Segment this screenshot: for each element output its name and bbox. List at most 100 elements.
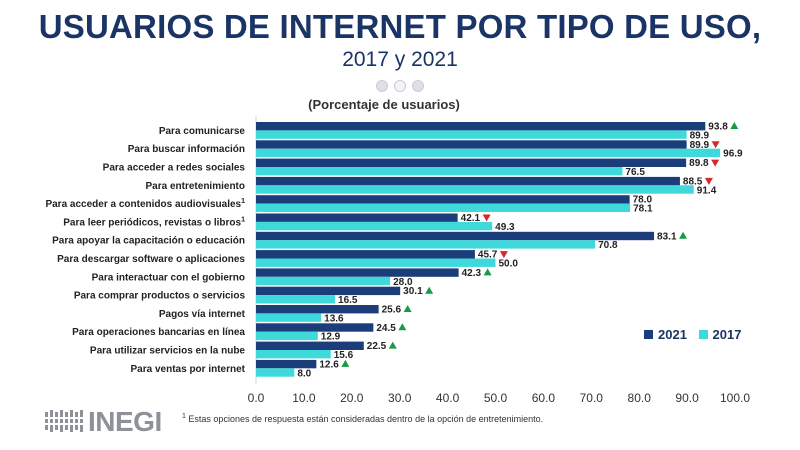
bar-2021 [256, 176, 680, 186]
triangle-up-icon [341, 359, 350, 367]
value-label-2017: 70.8 [598, 240, 618, 251]
bar-2017 [256, 276, 391, 286]
footnote: 1 Estas opciones de respuesta están cons… [182, 413, 543, 424]
triangle-up-icon [403, 305, 412, 312]
value-label-2017: 91.4 [697, 185, 717, 196]
category-label: Para leer periódicos, revistas o libros1 [63, 216, 245, 228]
x-tick-label: 0.0 [248, 391, 265, 405]
bar-2021 [256, 213, 458, 222]
category-label: Para descargar software o aplicaciones [57, 254, 245, 265]
bar-2021 [256, 195, 630, 204]
value-label-2021: 22.5 [367, 341, 387, 352]
bar-2017 [256, 331, 318, 341]
bar-2021 [256, 323, 374, 332]
x-tick-label: 80.0 [628, 391, 652, 405]
legend-item-2021: 2021 [644, 327, 687, 342]
category-label: Para comprar productos o servicios [74, 291, 246, 302]
pager-dots [372, 80, 432, 92]
unit-label: (Porcentaje de usuarios) [308, 97, 460, 112]
triangle-down-icon [704, 177, 713, 185]
value-label-2021: 25.6 [382, 305, 402, 316]
value-label-2021: 83.1 [657, 231, 677, 242]
value-label-2021: 42.3 [462, 268, 482, 279]
footnote-text: Estas opciones de respuesta están consid… [188, 414, 544, 424]
bar-2017 [256, 221, 493, 231]
pager-dot [376, 80, 388, 92]
legend-swatch-2021 [644, 330, 653, 339]
x-tick-label: 20.0 [340, 391, 364, 405]
category-label: Para comunicarse [159, 126, 246, 137]
triangle-down-icon [711, 141, 720, 149]
value-label-2017: 96.9 [723, 149, 743, 160]
value-label-2017: 13.6 [324, 313, 344, 324]
triangle-up-icon [679, 231, 688, 239]
bar-2021 [256, 122, 706, 131]
triangle-down-icon [711, 159, 720, 167]
category-superscript: 1 [241, 198, 245, 205]
bar-2017 [256, 295, 336, 304]
value-label-2017: 50.0 [499, 259, 519, 270]
bar-2021 [256, 231, 655, 241]
value-label-2021: 45.7 [478, 250, 498, 261]
x-tick-label: 10.0 [292, 391, 316, 405]
triangle-up-icon [730, 122, 739, 129]
category-superscript: 1 [241, 216, 245, 223]
inegi-logo: INEGI [44, 406, 174, 437]
chart-title: USUARIOS DE INTERNET POR TIPO DE USO, [38, 8, 762, 45]
pager-dot [412, 80, 424, 92]
bar-2021 [256, 268, 459, 277]
bar-2017 [256, 313, 322, 322]
triangle-up-icon [388, 341, 397, 349]
category-label: Para apoyar la capacitación o educación [52, 236, 245, 247]
category-label: Para entretenimiento [146, 181, 245, 192]
category-label: Pagos vía internet [159, 309, 246, 320]
bar-2017 [256, 240, 596, 249]
bar-2017 [256, 368, 295, 377]
value-label-2021: 24.5 [376, 323, 396, 334]
bar-2021 [256, 359, 317, 369]
value-label-2017: 12.9 [321, 332, 341, 343]
legend: 2021 2017 [644, 327, 749, 342]
footnote-marker: 1 [182, 413, 186, 420]
legend-label-2021: 2021 [658, 327, 687, 342]
value-label-2021: 42.1 [461, 213, 481, 224]
value-label-2021: 30.1 [403, 286, 423, 297]
value-label-2021: 93.8 [708, 122, 728, 133]
bar-2017 [256, 167, 623, 176]
bar-2017 [256, 130, 687, 139]
category-label: Para acceder a redes sociales [103, 163, 246, 174]
bar-2017 [256, 185, 694, 194]
bar-2021 [256, 140, 687, 149]
inegi-logo-icon [44, 410, 84, 432]
x-tick-label: 50.0 [484, 391, 508, 405]
category-label: Para interactuar con el gobierno [92, 272, 245, 283]
inegi-logo-text: INEGI [88, 406, 162, 437]
category-label: Para utilizar servicios en la nube [90, 346, 246, 357]
category-label: Para operaciones bancarias en línea [72, 327, 245, 338]
value-label-2017: 89.9 [690, 130, 710, 141]
category-label: Para buscar información [128, 144, 245, 155]
value-label-2017: 28.0 [393, 277, 413, 288]
x-tick-label: 40.0 [436, 391, 460, 405]
value-label-2017: 16.5 [338, 295, 358, 306]
chart-subtitle: 2017 y 2021 [342, 48, 458, 71]
value-label-2017: 78.1 [633, 204, 653, 215]
category-label: Para acceder a contenidos audiovisuales1 [45, 198, 245, 210]
value-label-2017: 49.3 [495, 222, 515, 233]
category-label: Para ventas por internet [131, 364, 246, 375]
x-tick-label: 30.0 [388, 391, 412, 405]
value-label-2021: 12.6 [319, 359, 339, 370]
bar-2021 [256, 158, 687, 167]
value-label-2021: 89.9 [690, 140, 710, 151]
triangle-down-icon [482, 214, 491, 222]
bar-2021 [256, 341, 364, 350]
x-tick-label: 100.0 [720, 391, 750, 405]
triangle-up-icon [483, 268, 492, 276]
bar-2017 [256, 350, 331, 359]
triangle-up-icon [398, 323, 407, 331]
value-label-2021: 78.0 [633, 195, 653, 206]
bar-2021 [256, 286, 401, 296]
bar-2017 [256, 148, 721, 158]
pager-dot [394, 80, 406, 92]
